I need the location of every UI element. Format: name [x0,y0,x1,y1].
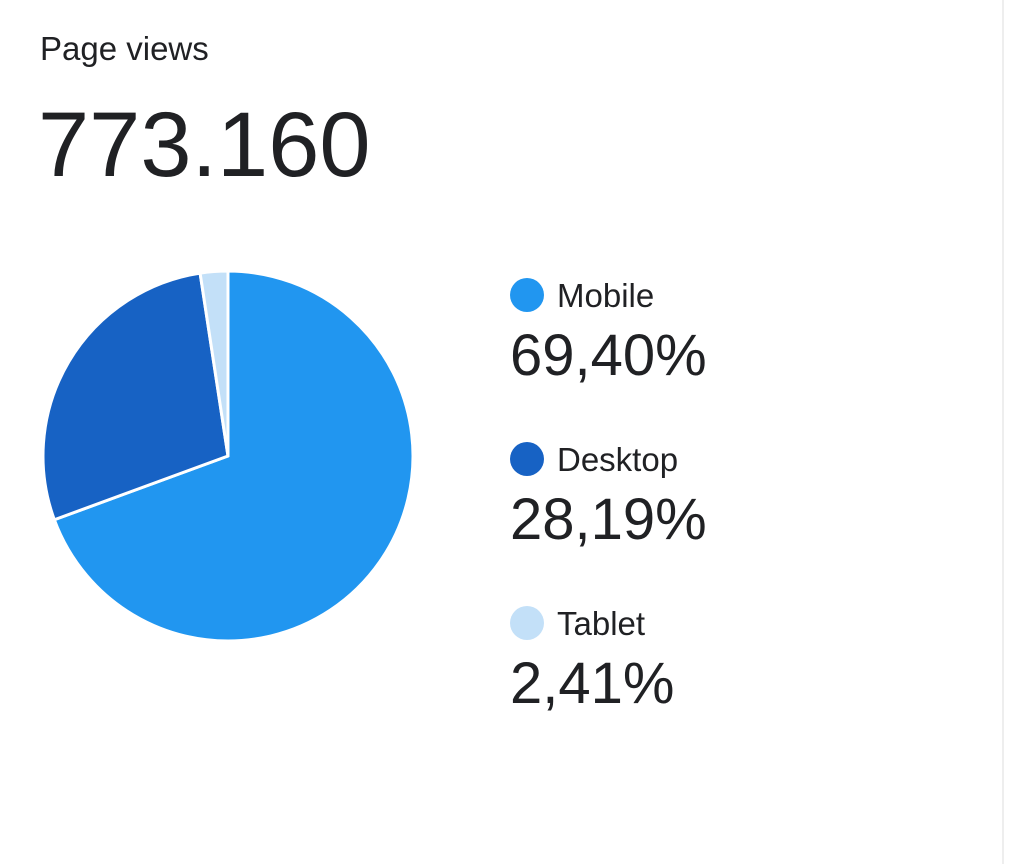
value-label: 69,40% [510,323,707,388]
pie-slice [198,269,230,458]
legend-label: Tablet [557,605,645,642]
legend-marker [510,606,544,640]
legend-marker [510,278,544,312]
legend-label: Desktop [557,441,678,478]
legend-label: Mobile [557,277,654,314]
pie-slice [41,271,230,522]
chart-title: Page views [40,30,209,67]
value-label: 28,19% [510,487,707,552]
pie-slice [52,269,415,643]
value-label: 2,41% [510,651,674,716]
total-value: 773.160 [38,94,371,196]
legend-marker [510,442,544,476]
